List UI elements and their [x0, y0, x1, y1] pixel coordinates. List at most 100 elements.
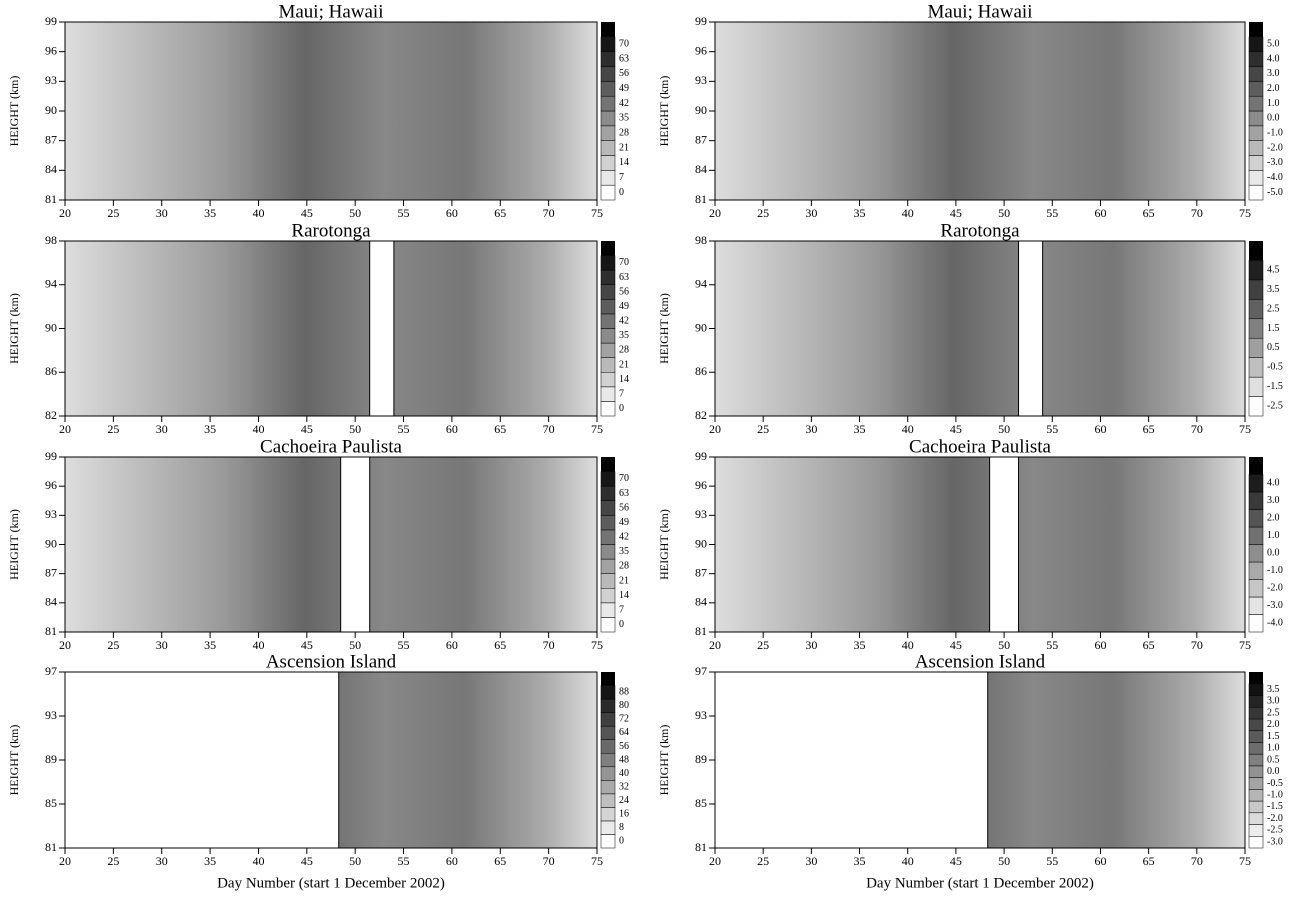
colorbar-box [600, 698, 616, 713]
x-tick-label: 30 [156, 422, 168, 436]
colorbar-label: 3.0 [1267, 495, 1280, 506]
y-tick-label: 93 [45, 507, 57, 521]
panel: Maui; Hawaii HEIGHT (km) 20 25 30 35 40 45 50 55 6… [7, 1, 629, 219]
colorbar-label: -4.0 [1267, 618, 1283, 629]
colorbar-box [1248, 544, 1264, 563]
x-axis-label: Day Number (start 1 December 2002) [217, 875, 445, 891]
x-tick-label: 40 [902, 422, 914, 436]
colorbar-box [1248, 155, 1264, 171]
x-tick-label: 60 [1094, 854, 1106, 868]
colorbar-label: 4.0 [1267, 478, 1280, 489]
no-data-region [64, 671, 340, 849]
colorbar-label: -5.0 [1267, 187, 1283, 198]
x-tick-label: 75 [1239, 854, 1251, 868]
colorbar-box [600, 66, 616, 82]
colorbar-label: 0.0 [1267, 548, 1280, 559]
y-tick-label: 87 [45, 565, 57, 579]
colorbar-label: 0 [619, 403, 624, 414]
colorbar-label: -1.0 [1267, 789, 1283, 800]
colorbar-box [1248, 376, 1264, 397]
colorbar-label: 63 [619, 272, 629, 283]
colorbar-label: 28 [619, 128, 629, 139]
colorbar-box [1248, 318, 1264, 339]
y-tick-label: 84 [695, 595, 707, 609]
x-tick-label: 70 [1191, 638, 1203, 652]
x-tick-label: 40 [902, 206, 914, 220]
x-tick-label: 25 [107, 854, 119, 868]
x-tick-label: 65 [1143, 422, 1155, 436]
colorbar-box [1248, 730, 1264, 743]
x-tick-label: 35 [204, 206, 216, 220]
x-tick-label: 50 [998, 422, 1010, 436]
colorbar-label: 49 [619, 83, 629, 94]
panel-title: Rarotonga [291, 220, 371, 241]
x-tick-label: 55 [398, 206, 410, 220]
x-tick-label: 75 [1239, 422, 1251, 436]
x-tick-label: 55 [398, 638, 410, 652]
x-tick-label: 20 [709, 638, 721, 652]
contour-field [65, 241, 597, 416]
colorbar-box [1248, 800, 1264, 814]
colorbar-label: -2.5 [1267, 401, 1283, 412]
panel: Maui; Hawaii HEIGHT (km) 20 25 30 35 40 45 50 55 6… [657, 1, 1283, 219]
panel-title: Maui; Hawaii [278, 1, 383, 22]
colorbar-box [600, 544, 616, 560]
x-tick-label: 35 [854, 638, 866, 652]
x-tick-label: 25 [107, 422, 119, 436]
colorbar-box [1248, 789, 1264, 802]
x-tick-label: 25 [757, 638, 769, 652]
x-tick-label: 30 [156, 206, 168, 220]
x-tick-label: 60 [446, 422, 458, 436]
colorbar-box [600, 500, 616, 516]
colorbar-box [1248, 110, 1264, 127]
colorbar-box [600, 110, 616, 127]
panel-title: Cachoeira Paulista [909, 436, 1051, 457]
x-tick-label: 40 [252, 854, 264, 868]
colorbar-box [1248, 777, 1264, 790]
colorbar-box [600, 529, 616, 545]
y-tick-label: 81 [695, 624, 707, 638]
colorbar-box [1248, 299, 1264, 320]
colorbar-label: 48 [619, 754, 629, 765]
colorbar-box [600, 328, 616, 344]
x-tick-label: 45 [301, 206, 313, 220]
x-tick-label: 30 [156, 854, 168, 868]
colorbar-box [600, 284, 616, 300]
colorbar-label: 0 [619, 187, 624, 198]
no-data-region [989, 456, 1020, 633]
panel: Cachoeira Paulista HEIGHT (km) 20 25 30 35 40 4… [657, 436, 1283, 651]
colorbar-label: -3.0 [1267, 600, 1283, 611]
colorbar-top [601, 457, 615, 472]
y-tick-label: 93 [45, 708, 57, 722]
colorbar-top [601, 22, 615, 37]
colorbar-box [1248, 170, 1264, 186]
y-axis-label: HEIGHT (km) [657, 76, 671, 147]
y-tick-label: 81 [45, 624, 57, 638]
y-axis-label: HEIGHT (km) [7, 509, 21, 580]
x-tick-label: 50 [349, 206, 361, 220]
colorbar-label: 56 [619, 68, 629, 79]
colorbar-label: 40 [619, 768, 629, 779]
contour-field [65, 457, 597, 632]
colorbar-label: 4.5 [1267, 264, 1280, 275]
x-tick-label: 55 [398, 422, 410, 436]
x-tick-label: 45 [950, 422, 962, 436]
x-tick-label: 55 [1046, 206, 1058, 220]
x-tick-label: 20 [709, 206, 721, 220]
y-tick-label: 93 [45, 73, 57, 87]
x-tick-label: 40 [252, 206, 264, 220]
y-tick-label: 87 [45, 132, 57, 146]
y-tick-label: 81 [695, 840, 707, 854]
colorbar-box [600, 602, 616, 618]
colorbar-label: 7 [619, 604, 624, 615]
colorbar-top [1249, 457, 1263, 475]
y-tick-label: 81 [695, 192, 707, 206]
x-tick-label: 20 [59, 854, 71, 868]
colorbar-label: 63 [619, 488, 629, 499]
colorbar-box [1248, 561, 1264, 580]
x-tick-label: 70 [543, 854, 555, 868]
x-tick-label: 45 [301, 638, 313, 652]
colorbar-top [1249, 672, 1263, 684]
colorbar-box [600, 299, 616, 315]
